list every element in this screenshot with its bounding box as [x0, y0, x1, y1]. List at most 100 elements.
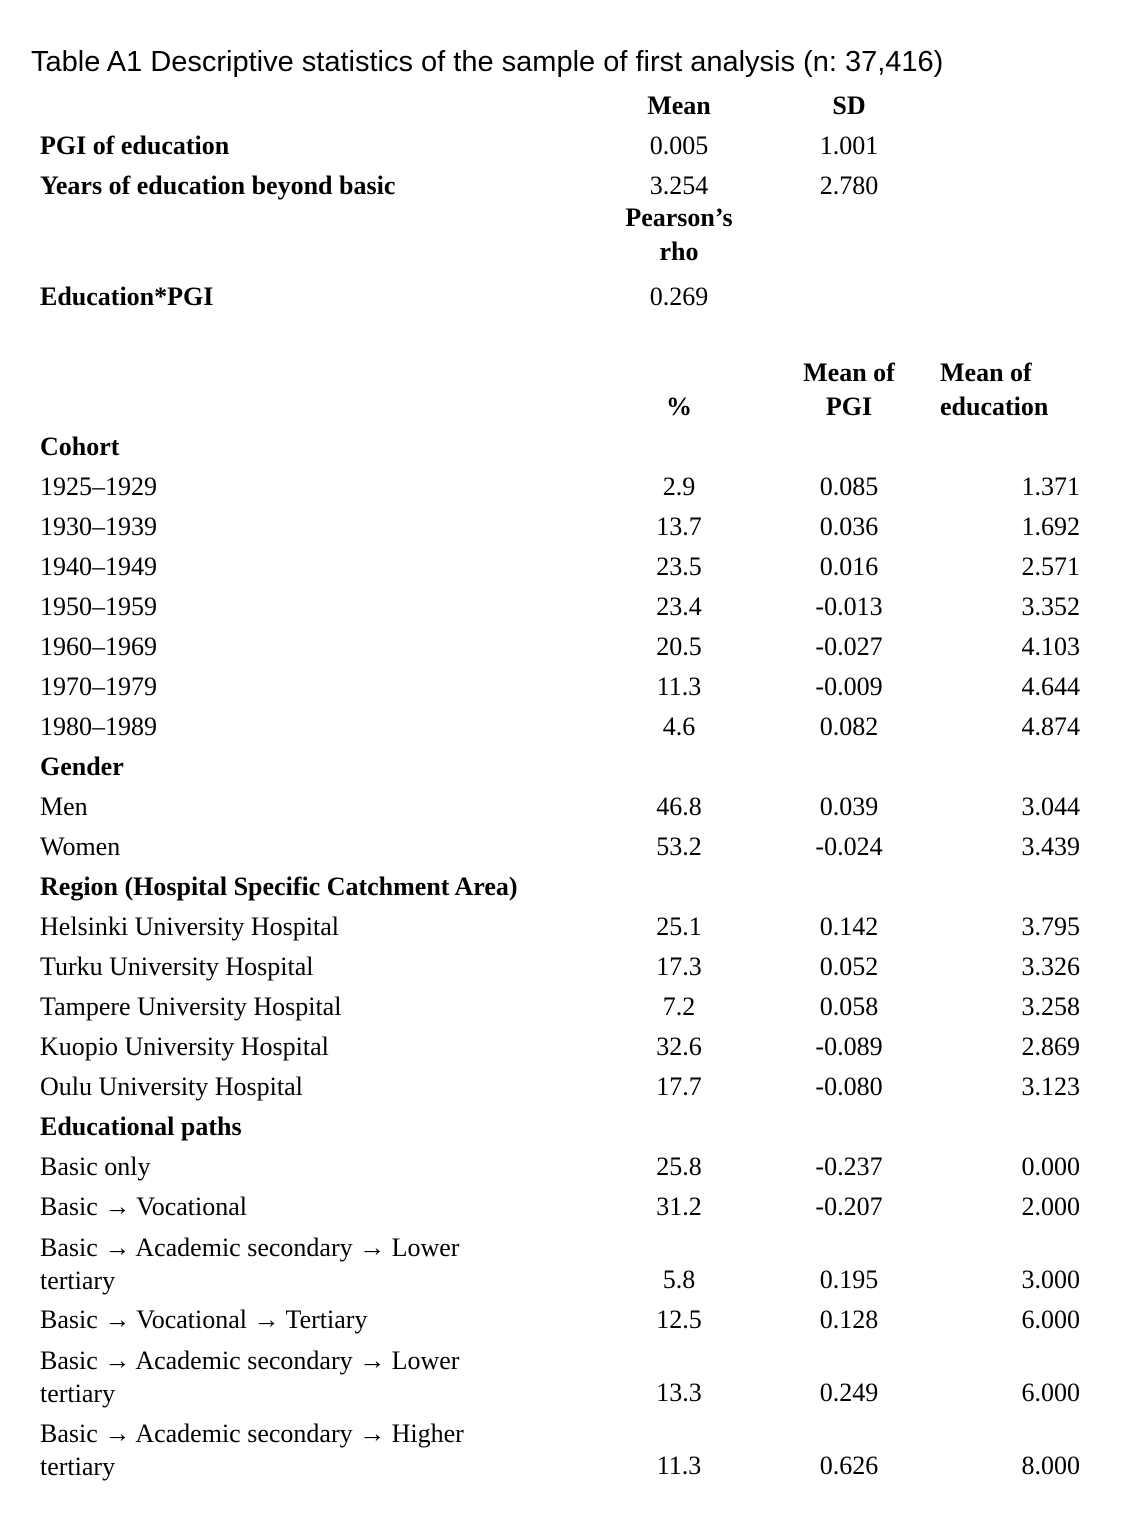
mean-education-value: 6.000	[1021, 1305, 1081, 1334]
mean-education-value: 6.000	[1021, 1378, 1081, 1407]
percent-value: 4.6	[662, 712, 696, 741]
row-label: Basic → Academic secondary → Lower terti…	[40, 1346, 460, 1408]
mean-pgi-value: -0.089	[815, 1032, 883, 1061]
mean-education-value: 3.352	[1021, 592, 1081, 621]
row-label: Basic → Vocational → Tertiary	[40, 1305, 368, 1334]
correlation-value: 0.269	[649, 282, 709, 311]
percent-value: 25.1	[656, 912, 702, 941]
mean-pgi-value: -0.237	[815, 1152, 883, 1181]
mean-pgi-value: 0.058	[819, 992, 879, 1021]
percent-value: 20.5	[656, 632, 702, 661]
table-row: Tampere University Hospital 7.2 0.058 3.258	[0, 987, 1122, 1027]
mean-pgi-value: -0.027	[815, 632, 883, 661]
mean-value: 0.005	[649, 131, 709, 160]
row-label: Men	[40, 792, 88, 821]
table-row: 1980–1989 4.6 0.082 4.874	[0, 707, 1122, 747]
percent-value: 11.3	[656, 1451, 702, 1480]
percent-value: 17.3	[656, 952, 702, 981]
section-title: Region (Hospital Specific Catchment Area…	[40, 872, 518, 901]
table-row: PGI of education 0.005 1.001	[0, 126, 1122, 166]
pearson-header: Pearson’s rho	[625, 203, 733, 266]
section-title: Cohort	[40, 432, 120, 461]
sd-header: SD	[832, 91, 866, 120]
correlation-header-row: Pearson’s rho	[0, 203, 1122, 277]
mean-pgi-value: -0.009	[815, 672, 883, 701]
descriptive-header-row: % Mean of PGI Mean of education	[0, 356, 1122, 427]
mean-pgi-value: 0.195	[819, 1265, 879, 1294]
table-title: Table A1 Descriptive statistics of the s…	[31, 46, 944, 78]
sd-value: 2.780	[819, 171, 879, 200]
mean-education-value: 3.795	[1021, 912, 1081, 941]
row-label: Women	[40, 832, 121, 861]
percent-value: 11.3	[656, 672, 702, 701]
row-label: Turku University Hospital	[40, 952, 314, 981]
mean-education-value: 2.571	[1021, 552, 1081, 581]
mean-value: 3.254	[649, 171, 709, 200]
mean-pgi-value: 0.036	[819, 512, 879, 541]
table-row: 1925–1929 2.9 0.085 1.371	[0, 467, 1122, 507]
section-header-row: Region (Hospital Specific Catchment Area…	[0, 867, 1122, 907]
mean-education-header: Mean of education	[940, 358, 1049, 421]
mean-pgi-value: 0.142	[819, 912, 879, 941]
mean-education-value: 3.000	[1021, 1265, 1081, 1294]
table-row: Men 46.8 0.039 3.044	[0, 787, 1122, 827]
table-row: 1950–1959 23.4 -0.013 3.352	[0, 587, 1122, 627]
row-label: Helsinki University Hospital	[40, 912, 339, 941]
mean-pgi-value: -0.080	[815, 1072, 883, 1101]
percent-value: 53.2	[656, 832, 702, 861]
mean-education-value: 3.044	[1021, 792, 1081, 821]
section-header-row: Gender	[0, 747, 1122, 787]
percent-value: 13.3	[656, 1378, 702, 1407]
table-row: Basic → Vocational → Tertiary 12.5 0.128 6.…	[0, 1300, 1122, 1340]
row-label: Years of education beyond basic	[40, 171, 396, 200]
table-row: Education*PGI 0.269	[0, 277, 1122, 317]
mean-pgi-value: -0.024	[815, 832, 883, 861]
mean-education-value: 2.000	[1021, 1192, 1081, 1221]
mean-education-value: 1.692	[1021, 512, 1081, 541]
mean-education-value: 8.000	[1021, 1451, 1081, 1480]
percent-value: 7.2	[662, 992, 696, 1021]
row-label: 1925–1929	[40, 472, 157, 501]
row-label: Education*PGI	[40, 282, 214, 311]
summary-table: Mean SD PGI of education 0.005 1.001 Yea…	[0, 86, 1122, 317]
mean-pgi-value: 0.016	[819, 552, 879, 581]
percent-value: 2.9	[662, 472, 696, 501]
table-row: Years of education beyond basic 3.254 2.…	[0, 166, 1122, 206]
section-header-row: Educational paths	[0, 1107, 1122, 1147]
mean-pgi-value: 0.085	[819, 472, 879, 501]
mean-pgi-value: 0.128	[819, 1305, 879, 1334]
table-row: Oulu University Hospital 17.7 -0.080 3.123	[0, 1067, 1122, 1107]
row-label: Basic → Academic secondary → Higher tert…	[40, 1419, 464, 1481]
mean-header: Mean	[647, 91, 711, 120]
row-label: 1970–1979	[40, 672, 157, 701]
row-label: Oulu University Hospital	[40, 1072, 303, 1101]
mean-education-value: 4.644	[1021, 672, 1081, 701]
percent-value: 17.7	[656, 1072, 702, 1101]
percent-value: 5.8	[662, 1265, 696, 1294]
row-label: Basic → Vocational	[40, 1192, 248, 1221]
section-header-row: Cohort	[0, 427, 1122, 467]
table-row: Women 53.2 -0.024 3.439	[0, 827, 1122, 867]
mean-pgi-value: -0.013	[815, 592, 883, 621]
section-title: Gender	[40, 752, 124, 781]
mean-education-value: 3.326	[1021, 952, 1081, 981]
row-label: Basic only	[40, 1152, 151, 1181]
mean-education-value: 3.439	[1021, 832, 1081, 861]
mean-pgi-header: Mean of PGI	[803, 358, 895, 421]
mean-pgi-value: 0.082	[819, 712, 879, 741]
table-row: Basic → Academic secondary → Lower terti…	[0, 1340, 1122, 1413]
mean-pgi-value: 0.249	[819, 1378, 879, 1407]
percent-value: 31.2	[656, 1192, 702, 1221]
percent-value: 32.6	[656, 1032, 702, 1061]
percent-header: %	[666, 392, 692, 421]
row-label: 1930–1939	[40, 512, 157, 541]
percent-value: 13.7	[656, 512, 702, 541]
row-label: 1940–1949	[40, 552, 157, 581]
mean-pgi-value: 0.052	[819, 952, 879, 981]
percent-value: 23.5	[656, 552, 702, 581]
table-row: 1960–1969 20.5 -0.027 4.103	[0, 627, 1122, 667]
row-label: Tampere University Hospital	[40, 992, 342, 1021]
mean-education-value: 0.000	[1021, 1152, 1081, 1181]
sd-value: 1.001	[819, 131, 879, 160]
mean-education-value: 1.371	[1021, 472, 1081, 501]
